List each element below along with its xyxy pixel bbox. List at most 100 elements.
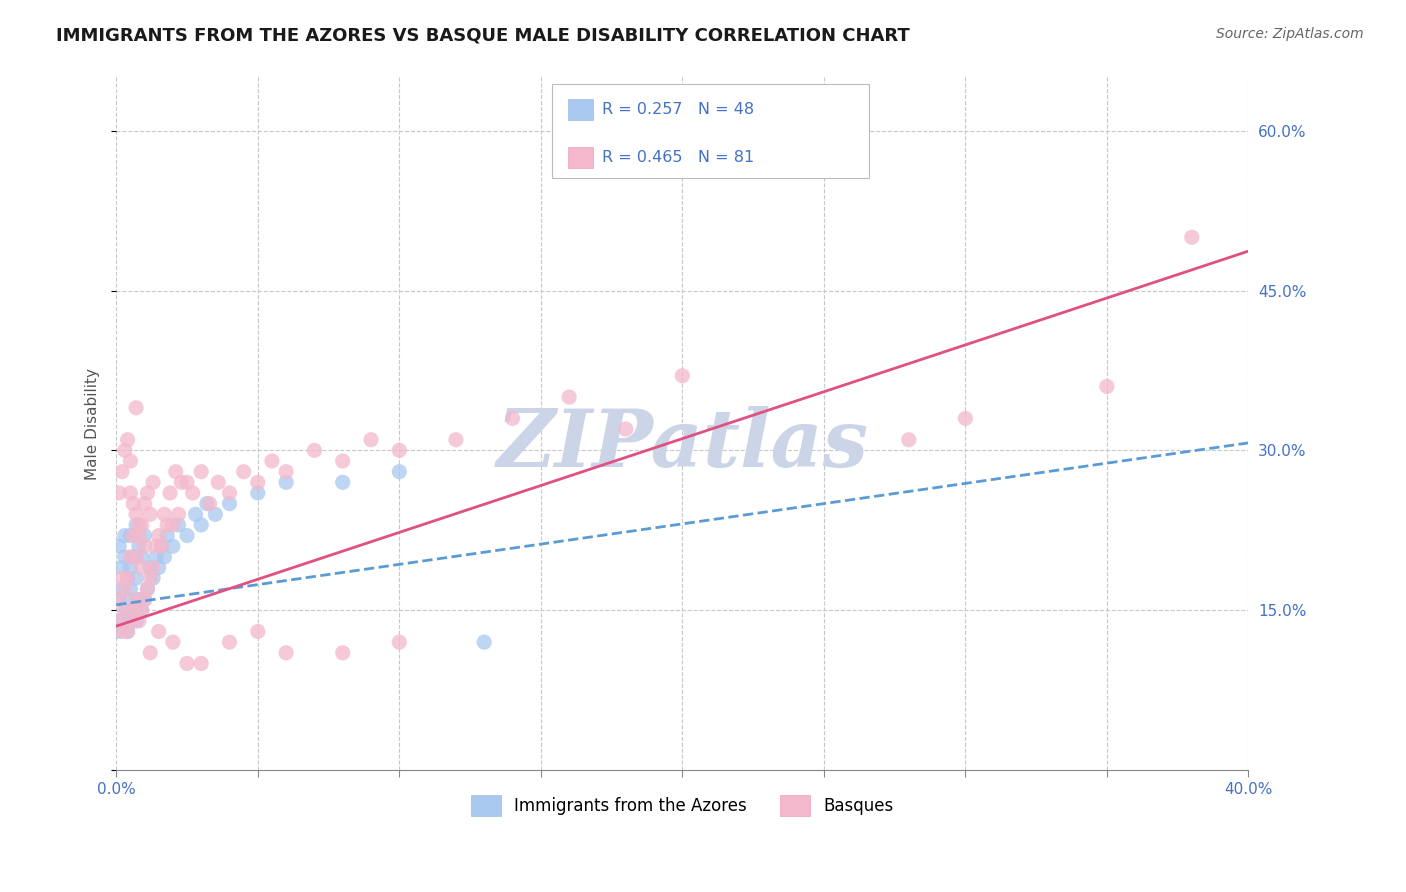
FancyBboxPatch shape xyxy=(553,85,869,178)
Point xyxy=(125,614,148,628)
Point xyxy=(145,549,167,564)
Point xyxy=(108,486,131,500)
Point xyxy=(108,592,131,607)
Point xyxy=(122,603,145,617)
Point xyxy=(111,560,134,574)
Point xyxy=(122,528,145,542)
Point xyxy=(136,486,159,500)
Point xyxy=(156,517,179,532)
Point xyxy=(139,560,162,574)
Point xyxy=(117,592,139,607)
Point xyxy=(444,433,467,447)
Text: IMMIGRANTS FROM THE AZORES VS BASQUE MALE DISABILITY CORRELATION CHART: IMMIGRANTS FROM THE AZORES VS BASQUE MAL… xyxy=(56,27,910,45)
Point xyxy=(131,603,153,617)
Point xyxy=(260,454,283,468)
Point xyxy=(131,603,153,617)
Point xyxy=(111,465,134,479)
Point xyxy=(134,497,156,511)
Point xyxy=(204,508,226,522)
Point xyxy=(114,549,136,564)
Point xyxy=(136,582,159,596)
Point xyxy=(128,528,150,542)
Point xyxy=(128,517,150,532)
Point xyxy=(184,508,207,522)
Point xyxy=(111,624,134,639)
Point xyxy=(139,646,162,660)
Point xyxy=(125,592,148,607)
Point xyxy=(111,614,134,628)
Point xyxy=(134,539,156,553)
Point xyxy=(131,549,153,564)
Point xyxy=(114,443,136,458)
Point xyxy=(122,603,145,617)
Point xyxy=(136,582,159,596)
Point xyxy=(198,497,221,511)
Point xyxy=(122,549,145,564)
Point xyxy=(125,517,148,532)
Point xyxy=(207,475,229,490)
Point xyxy=(120,614,142,628)
Point xyxy=(128,592,150,607)
Point xyxy=(125,508,148,522)
Point xyxy=(125,571,148,585)
Text: R = 0.465   N = 81: R = 0.465 N = 81 xyxy=(602,150,754,165)
Point xyxy=(120,486,142,500)
Point xyxy=(167,517,190,532)
Point xyxy=(120,614,142,628)
FancyBboxPatch shape xyxy=(568,99,593,120)
Point xyxy=(1095,379,1118,393)
Point xyxy=(332,646,354,660)
Point xyxy=(105,624,128,639)
Point xyxy=(117,624,139,639)
FancyBboxPatch shape xyxy=(568,147,593,168)
Point xyxy=(332,454,354,468)
Point xyxy=(246,486,269,500)
Point xyxy=(190,465,212,479)
Point xyxy=(128,539,150,553)
Point xyxy=(156,528,179,542)
Point xyxy=(181,486,204,500)
Point xyxy=(117,433,139,447)
Point xyxy=(134,528,156,542)
Point xyxy=(108,592,131,607)
Point xyxy=(131,517,153,532)
Text: ZIPatlas: ZIPatlas xyxy=(496,406,869,483)
Point xyxy=(148,624,170,639)
Point xyxy=(897,433,920,447)
Point xyxy=(162,635,184,649)
Point xyxy=(274,475,297,490)
Point xyxy=(150,539,173,553)
Point xyxy=(190,517,212,532)
Point xyxy=(128,614,150,628)
Point xyxy=(117,571,139,585)
Text: Source: ZipAtlas.com: Source: ZipAtlas.com xyxy=(1216,27,1364,41)
Point xyxy=(125,549,148,564)
Y-axis label: Male Disability: Male Disability xyxy=(86,368,100,480)
Point xyxy=(134,592,156,607)
Point xyxy=(145,539,167,553)
Point xyxy=(388,635,411,649)
Point xyxy=(114,582,136,596)
Point xyxy=(111,582,134,596)
Point xyxy=(114,603,136,617)
Point xyxy=(142,560,165,574)
Point xyxy=(614,422,637,436)
Point xyxy=(120,560,142,574)
Point xyxy=(502,411,524,425)
Point xyxy=(246,624,269,639)
Point xyxy=(558,390,581,404)
Point xyxy=(105,614,128,628)
Point xyxy=(111,571,134,585)
Point xyxy=(153,508,176,522)
Point xyxy=(274,465,297,479)
Point xyxy=(388,443,411,458)
Point xyxy=(139,508,162,522)
Point xyxy=(176,657,198,671)
Point xyxy=(120,528,142,542)
Legend: Immigrants from the Azores, Basques: Immigrants from the Azores, Basques xyxy=(463,787,903,824)
Point xyxy=(150,539,173,553)
Point xyxy=(122,497,145,511)
Point xyxy=(117,571,139,585)
Point xyxy=(120,582,142,596)
Point xyxy=(218,635,240,649)
